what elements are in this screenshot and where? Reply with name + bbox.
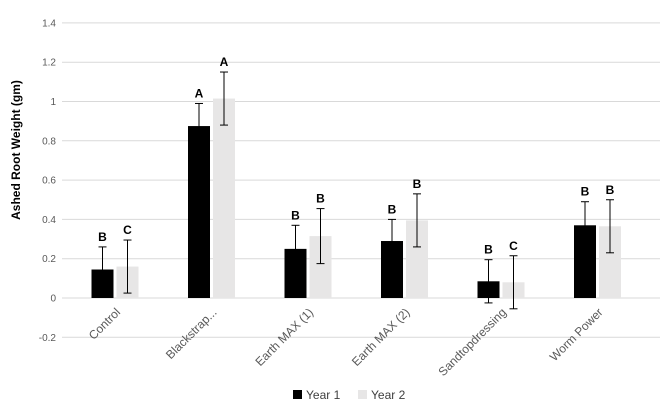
significance-letter: A (195, 86, 204, 100)
error-bar (484, 259, 493, 304)
y-tick-label: -0.2 (39, 333, 57, 344)
y-axis-title: Ashed Root Weight (gm) (9, 80, 23, 220)
y-tick-label: 1.2 (42, 58, 56, 69)
error-bar (581, 201, 589, 250)
y-tick-label: 0 (50, 294, 56, 305)
legend-label: Year 2 (371, 388, 406, 402)
error-bar (413, 193, 421, 248)
error-bar (388, 218, 396, 264)
significance-letter: C (123, 223, 132, 237)
error-bars (98, 71, 614, 310)
bar-1-2 (188, 126, 210, 298)
error-bar (220, 71, 228, 126)
bar-2-4 (406, 220, 428, 298)
significance-letter: B (484, 243, 493, 257)
significance-letter: B (291, 208, 300, 222)
error-bar (606, 199, 614, 254)
error-bar (509, 255, 518, 310)
y-tick-label: 0.4 (42, 215, 56, 226)
bars (91, 98, 621, 299)
error-bar (98, 246, 107, 293)
y-tick-label: 1.4 (42, 18, 56, 29)
y-tick-label: 0.2 (42, 254, 56, 265)
legend-swatch (358, 390, 367, 399)
bar-2-6 (599, 226, 621, 298)
legend: Year 1 Year 2 (293, 388, 406, 402)
category-label: Blackstrap... (163, 305, 220, 362)
y-tick-label: 1 (50, 97, 56, 108)
significance-letter: B (98, 230, 107, 244)
error-bar (195, 102, 203, 150)
significance-letter: B (581, 185, 590, 199)
bar-1-6 (574, 225, 596, 298)
error-bar (291, 224, 300, 273)
category-label: Sandtopdressing (436, 305, 510, 379)
category-label: Worm Power (547, 305, 606, 364)
significance-letter: B (413, 177, 422, 191)
significance-letter: B (606, 183, 615, 197)
error-bar (123, 239, 132, 294)
gridlines (62, 22, 660, 338)
significance-letter: C (509, 239, 518, 253)
error-bar (316, 208, 325, 265)
y-tick-label: 0.8 (42, 136, 56, 147)
bar-2-2 (213, 98, 235, 299)
y-axis-tick-labels: -0.2 0 0.2 0.4 0.6 0.8 1 1.2 1.4 (39, 18, 57, 343)
significance-letter: B (316, 192, 325, 206)
legend-label: Year 1 (306, 388, 341, 402)
significance-letter: A (220, 55, 229, 69)
bar-2-3 (309, 236, 332, 298)
category-labels: Control Blackstrap... Earth MAX (1) Earth M… (86, 305, 606, 379)
significance-letter: B (388, 202, 397, 216)
legend-swatch (293, 390, 302, 399)
bar-1-3 (284, 248, 307, 298)
bar-1-4 (381, 241, 403, 298)
significance-letters: B C A A B B B B B C B B (98, 55, 615, 257)
y-tick-label: 0.6 (42, 176, 56, 187)
